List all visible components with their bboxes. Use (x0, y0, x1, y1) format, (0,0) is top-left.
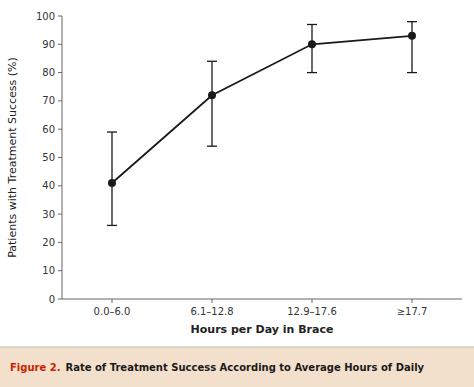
x-axis-line (62, 299, 462, 300)
point (208, 91, 216, 99)
error-cap-upper (407, 21, 417, 22)
error-cap-lower (107, 225, 117, 226)
y-tick-label: 20 (42, 237, 55, 248)
caption-text: Rate of Treatment Success According to A… (66, 362, 425, 373)
x-tick (412, 299, 413, 303)
y-axis-label: Patients with Treatment Success (%) (6, 57, 19, 258)
y-tick (58, 16, 62, 17)
y-tick (58, 242, 62, 243)
point (108, 179, 116, 187)
error-cap-lower (407, 72, 417, 73)
y-tick-label: 60 (42, 124, 55, 135)
error-cap-upper (307, 24, 317, 25)
x-tick-label: 6.1–12.8 (190, 306, 233, 317)
error-bar (307, 24, 317, 72)
y-tick-label: 80 (42, 67, 55, 78)
y-tick-label: 10 (42, 265, 55, 276)
y-tick-label: 50 (42, 152, 55, 163)
error-stem (111, 132, 112, 225)
error-cap-lower (307, 72, 317, 73)
error-bar (207, 61, 217, 146)
error-stem (211, 61, 212, 146)
y-tick (58, 72, 62, 73)
x-tick-label: 12.9–17.6 (287, 306, 337, 317)
x-tick (212, 299, 213, 303)
x-tick (112, 299, 113, 303)
error-cap-lower (207, 146, 217, 147)
y-tick (58, 185, 62, 186)
point (308, 40, 316, 48)
error-stem (411, 22, 412, 73)
y-tick-label: 30 (42, 209, 55, 220)
y-tick (58, 129, 62, 130)
caption-text: Figure 2. (10, 362, 61, 373)
x-axis-label: Hours per Day in Brace (191, 323, 334, 336)
line (112, 36, 412, 183)
y-tick-label: 0 (49, 294, 55, 305)
y-tick-label: 100 (36, 11, 55, 22)
y-tick (58, 100, 62, 101)
y-tick-label: 90 (42, 39, 55, 50)
point (408, 32, 416, 40)
y-tick (58, 299, 62, 300)
y-tick (58, 214, 62, 215)
x-tick (312, 299, 313, 303)
y-tick (58, 157, 62, 158)
caption-separator (0, 347, 474, 348)
caption-strip (0, 347, 474, 387)
error-cap-upper (207, 61, 217, 62)
x-tick-label: ≥17.7 (397, 306, 428, 317)
error-bar (407, 22, 417, 73)
plot-data (107, 22, 417, 226)
chart: 0 10 20 30 40 50 60 70 80 90 100 0.0–6.0 6.1–12.8 12.… (0, 0, 474, 387)
x-tick-label: 0.0–6.0 (94, 306, 131, 317)
y-tick-label: 40 (42, 180, 55, 191)
y-tick (58, 270, 62, 271)
y-tick-label: 70 (42, 95, 55, 106)
error-cap-upper (107, 131, 117, 132)
error-stem (311, 24, 312, 72)
y-tick (58, 44, 62, 45)
error-bar (107, 132, 117, 225)
